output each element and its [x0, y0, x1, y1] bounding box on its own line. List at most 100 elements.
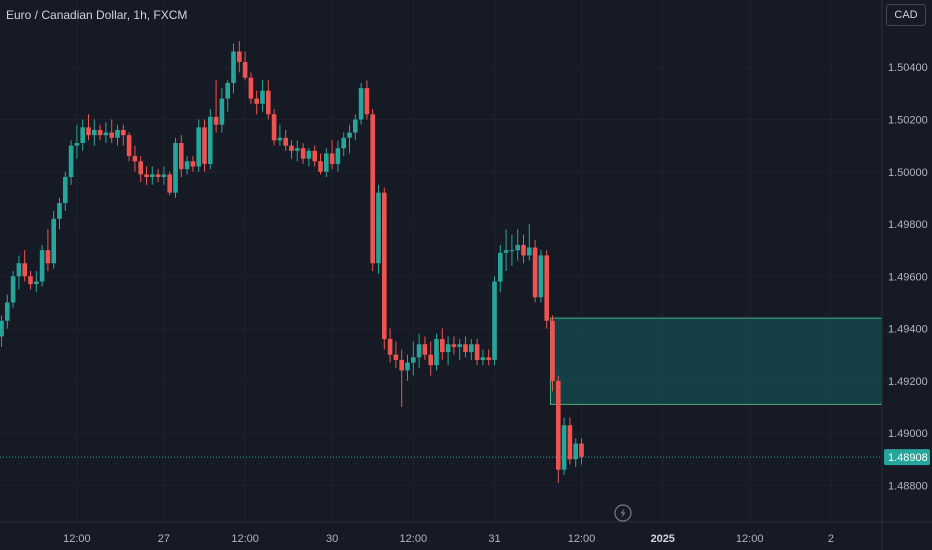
candle-body[interactable]	[45, 250, 51, 264]
candle-body[interactable]	[376, 192, 381, 264]
candle-body[interactable]	[34, 281, 39, 285]
candle-body[interactable]	[503, 250, 509, 253]
candle-body[interactable]	[213, 116, 219, 125]
candle-body[interactable]	[242, 61, 248, 78]
candle-body[interactable]	[544, 255, 549, 321]
candle-body[interactable]	[492, 281, 497, 360]
candle-body[interactable]	[57, 203, 62, 219]
candle-body[interactable]	[51, 218, 56, 264]
candle-body[interactable]	[364, 88, 370, 115]
candle-body[interactable]	[498, 252, 503, 282]
candle-body[interactable]	[532, 247, 538, 298]
candle-body[interactable]	[150, 174, 155, 177]
candle-body[interactable]	[480, 357, 486, 360]
candle-body[interactable]	[5, 302, 10, 321]
candle-body[interactable]	[190, 161, 196, 167]
candle-body[interactable]	[219, 98, 225, 125]
candle-body[interactable]	[237, 51, 242, 62]
currency-button[interactable]: CAD	[886, 4, 926, 26]
candle-body[interactable]	[405, 362, 410, 371]
candle-body[interactable]	[411, 357, 416, 363]
candle-body[interactable]	[266, 90, 271, 115]
candle-body[interactable]	[121, 129, 126, 136]
candle-body[interactable]	[144, 174, 149, 177]
candle-body[interactable]	[115, 129, 120, 138]
candle-body[interactable]	[271, 114, 277, 141]
candle-body[interactable]	[312, 150, 317, 162]
candle-body[interactable]	[295, 148, 300, 151]
candle-body[interactable]	[155, 174, 161, 177]
candle-body[interactable]	[550, 320, 555, 381]
candle-body[interactable]	[387, 339, 393, 355]
candle-body[interactable]	[370, 114, 375, 264]
candle-body[interactable]	[341, 137, 346, 149]
candle-body[interactable]	[126, 135, 132, 157]
candle-body[interactable]	[474, 344, 480, 360]
candle-body[interactable]	[196, 127, 201, 167]
candle-body[interactable]	[318, 161, 323, 172]
candle-body[interactable]	[22, 263, 27, 277]
candle-body[interactable]	[225, 82, 230, 99]
candle-body[interactable]	[16, 263, 22, 277]
candle-body[interactable]	[92, 129, 97, 136]
candle-body[interactable]	[138, 161, 143, 175]
lightning-icon[interactable]	[614, 504, 632, 522]
candle-body[interactable]	[277, 137, 283, 141]
candle-body[interactable]	[527, 247, 532, 256]
candle-body[interactable]	[463, 344, 468, 353]
candle-body[interactable]	[306, 150, 312, 159]
candle-body[interactable]	[353, 119, 358, 133]
candle-body[interactable]	[179, 143, 184, 170]
candle-body[interactable]	[10, 276, 16, 303]
candle-body[interactable]	[109, 132, 114, 138]
candle-body[interactable]	[248, 77, 254, 99]
candle-body[interactable]	[399, 359, 404, 371]
candle-body[interactable]	[39, 250, 45, 282]
candle-body[interactable]	[556, 380, 561, 470]
candle-body[interactable]	[80, 127, 85, 144]
candle-body[interactable]	[567, 425, 573, 460]
candle-body[interactable]	[63, 176, 68, 204]
candle-body[interactable]	[300, 148, 306, 159]
candle-body[interactable]	[393, 354, 399, 360]
candle-body[interactable]	[509, 250, 515, 252]
candle-body[interactable]	[358, 88, 364, 120]
candle-body[interactable]	[184, 161, 190, 170]
candle-body[interactable]	[74, 143, 80, 146]
candle-body[interactable]	[422, 344, 428, 355]
candle-body[interactable]	[347, 132, 352, 138]
candle-body[interactable]	[208, 116, 213, 164]
candle-body[interactable]	[132, 156, 138, 162]
candle-body[interactable]	[161, 174, 167, 177]
candle-body[interactable]	[86, 127, 91, 136]
candle-body[interactable]	[451, 344, 457, 347]
candle-body[interactable]	[469, 344, 474, 353]
candle-body[interactable]	[561, 425, 567, 470]
candle-body[interactable]	[173, 143, 178, 193]
candle-body[interactable]	[515, 244, 520, 251]
candle-body[interactable]	[329, 153, 335, 164]
candle-body[interactable]	[538, 255, 544, 298]
candle-body[interactable]	[0, 320, 4, 337]
demand-zone-rectangle[interactable]	[550, 317, 883, 405]
candle-body[interactable]	[231, 51, 236, 83]
candle-body[interactable]	[68, 145, 74, 177]
candle-body[interactable]	[254, 98, 259, 104]
candle-body[interactable]	[521, 244, 526, 256]
candle-body[interactable]	[324, 153, 329, 172]
candle-body[interactable]	[573, 443, 578, 460]
candle-body[interactable]	[97, 129, 103, 136]
candle-body[interactable]	[283, 137, 288, 146]
candle-body[interactable]	[335, 148, 341, 164]
candle-body[interactable]	[445, 344, 451, 353]
candle-body[interactable]	[260, 90, 265, 104]
candle-body[interactable]	[382, 192, 387, 340]
candle-body[interactable]	[416, 344, 422, 358]
candle-body[interactable]	[28, 276, 33, 285]
candle-body[interactable]	[579, 443, 584, 457]
candle-body[interactable]	[434, 339, 439, 366]
candle-body[interactable]	[428, 354, 433, 366]
candle-body[interactable]	[440, 339, 445, 353]
candle-body[interactable]	[289, 145, 294, 151]
candle-body[interactable]	[103, 132, 109, 136]
